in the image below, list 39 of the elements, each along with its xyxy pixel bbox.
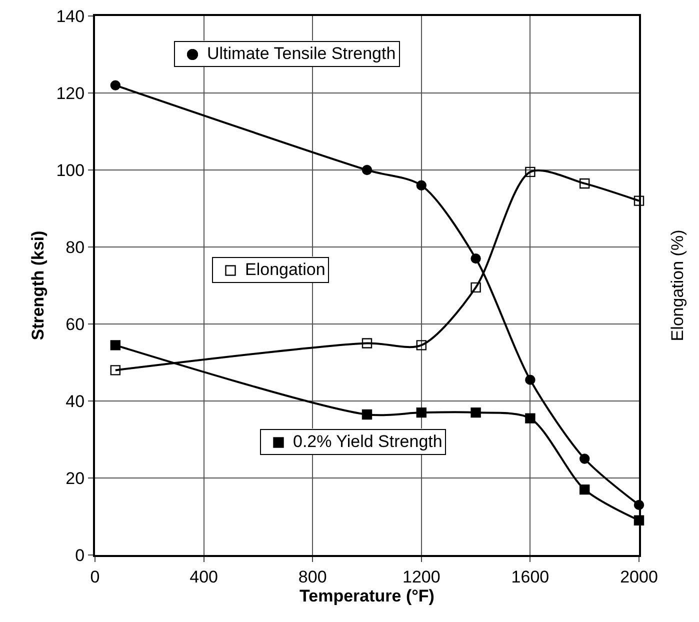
y-axis-title: Strength (ksi) [28, 230, 48, 340]
x-tick-label: 0 [90, 567, 100, 586]
legend-label: Ultimate Tensile Strength [207, 44, 396, 63]
y-tick-label: 0 [75, 546, 85, 565]
point [416, 180, 426, 190]
point [525, 413, 536, 424]
point [580, 484, 590, 495]
y-tick-label: 100 [56, 160, 85, 180]
point [362, 164, 372, 176]
point [110, 80, 120, 90]
point [362, 338, 372, 348]
x-axis-title: Temperature (°F) [300, 586, 434, 606]
point [470, 407, 481, 418]
x-tick-label: 400 [190, 567, 218, 586]
point [470, 253, 481, 264]
point [362, 409, 372, 420]
y-tick-label: 20 [66, 468, 85, 488]
point [525, 166, 536, 178]
y-tick-label: 120 [56, 84, 85, 103]
point [416, 340, 426, 350]
y2-axis-title: Elongation (%) [668, 230, 687, 342]
point [525, 374, 536, 385]
y-tick-label: 140 [56, 6, 85, 26]
point [580, 178, 590, 189]
y-tick-label: 60 [66, 314, 85, 334]
point [580, 454, 590, 464]
x-tick-label: 1600 [511, 567, 550, 586]
y-tick-label: 80 [66, 238, 85, 257]
x-tick-label: 800 [298, 567, 327, 586]
legend-label: Elongation [245, 260, 326, 279]
point [416, 407, 426, 418]
point [634, 196, 644, 206]
point [470, 282, 481, 293]
point [110, 340, 120, 350]
point [110, 365, 120, 376]
x-tick-label: 1200 [402, 567, 440, 586]
x-tick-label: 2000 [620, 567, 658, 586]
legend-label: 0.2% Yield Strength [293, 432, 442, 451]
y-tick-label: 40 [66, 392, 85, 411]
